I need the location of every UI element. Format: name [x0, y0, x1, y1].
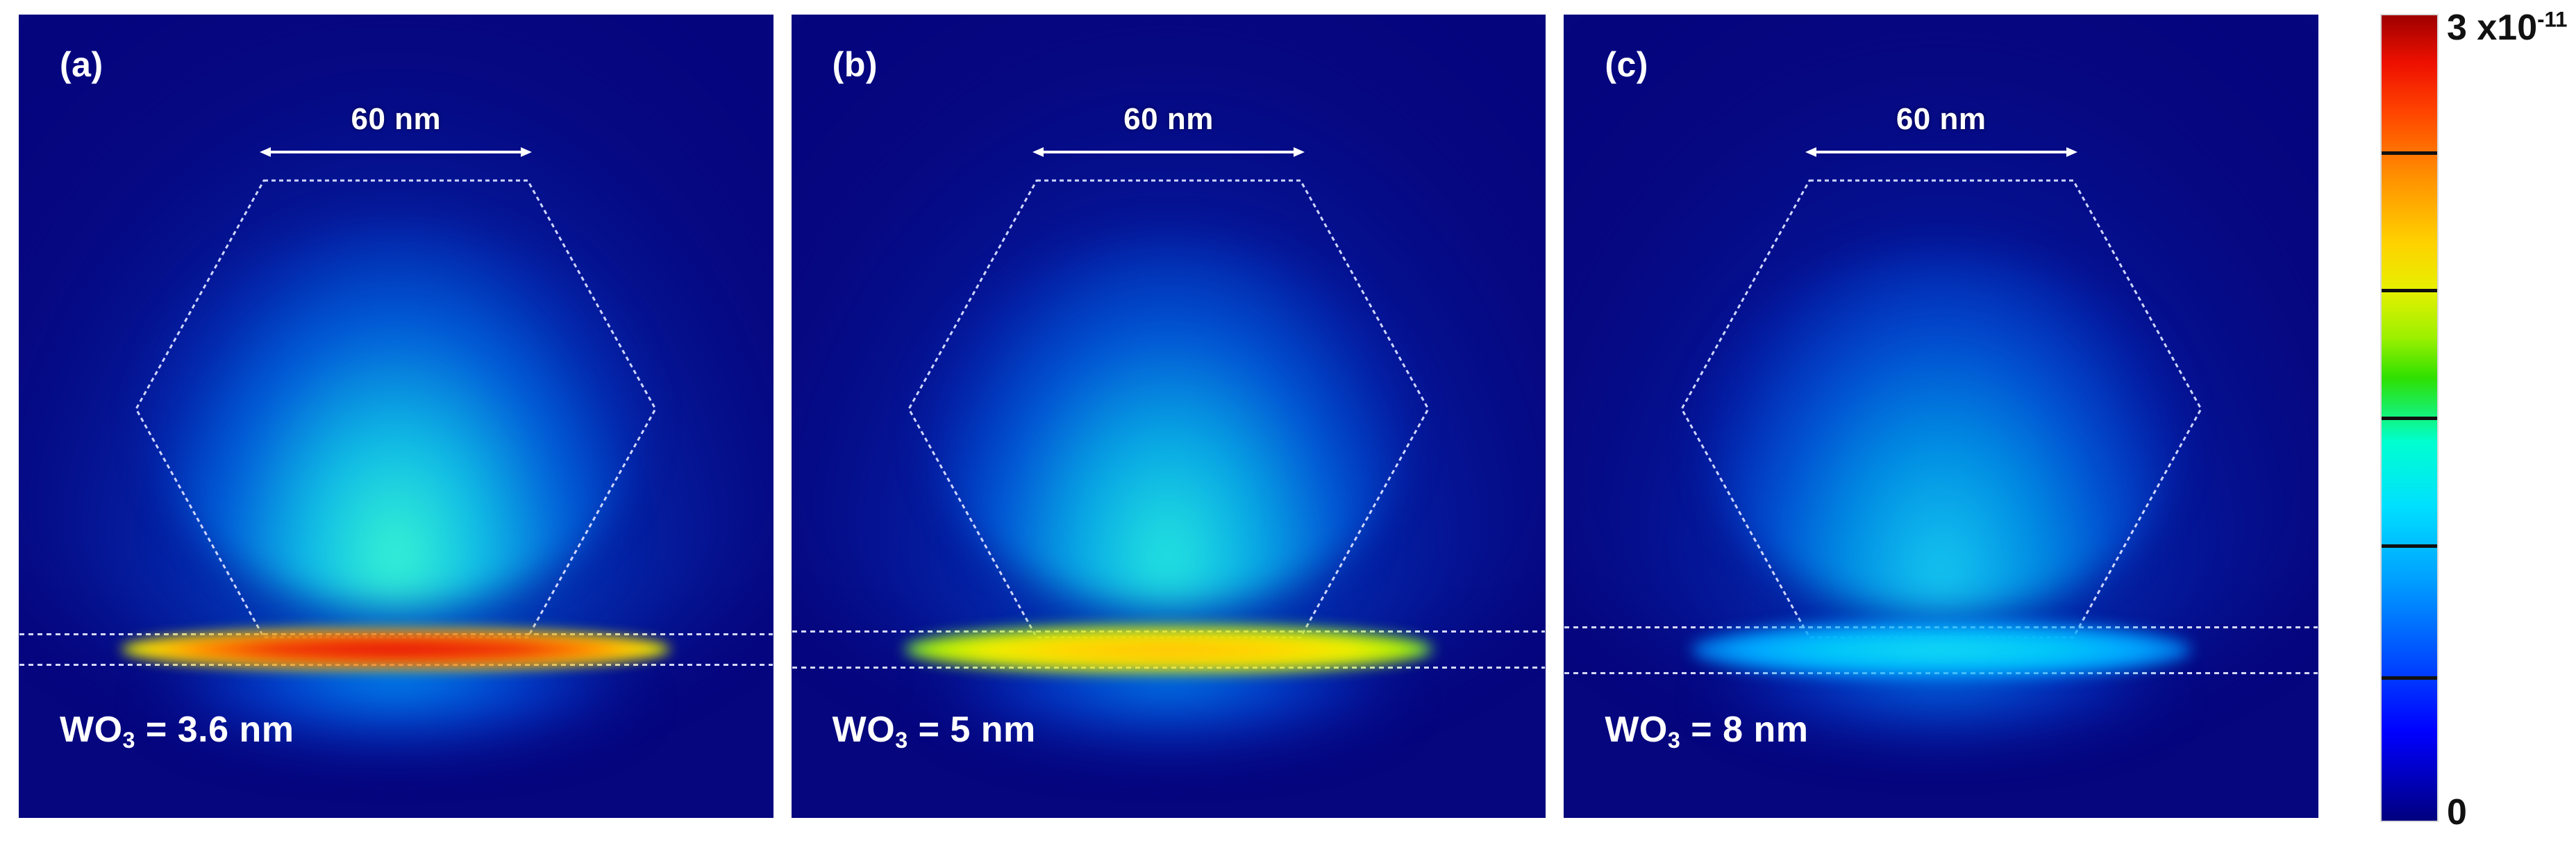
nanoparticle-hexagon-a: [132, 176, 660, 642]
colorbar-max-exponent: -11: [2537, 7, 2568, 32]
colorbar-max-mantissa: 3 x10: [2447, 8, 2538, 48]
field-hotspot-a: [122, 629, 671, 669]
wo3-bottom-boundary-b: [792, 667, 1546, 669]
caption-prefix-c: WO: [1605, 710, 1668, 750]
dimension-label-b: 60 nm: [1123, 102, 1214, 136]
panel-label-b: (b): [832, 45, 878, 84]
panel-label-c: (c): [1605, 45, 1648, 84]
colorbar-max-label: 3 x10-11: [2447, 7, 2568, 49]
caption-prefix-b: WO: [832, 710, 896, 750]
wo3-top-boundary-b: [792, 630, 1546, 633]
caption-suffix-b: = 5 nm: [908, 710, 1036, 750]
wo3-bottom-boundary-c: [1564, 672, 2318, 674]
field-hotspot-b: [905, 626, 1432, 672]
caption-subscript-a: 3: [122, 728, 135, 753]
colorbar-tick-2: [2382, 289, 2437, 292]
field-cloud-b: [926, 234, 1412, 609]
dimension-arrow-c: 60 nm: [1805, 104, 2077, 160]
field-cloud-c: [1701, 248, 2181, 616]
wo3-top-boundary-a: [19, 633, 773, 635]
wo3-top-boundary-c: [1564, 626, 2318, 628]
panel-a: 60 nm (a) WO3 = 3.6 nm: [19, 15, 773, 817]
field-halo-b: [792, 15, 1546, 692]
field-cloud-a: [146, 220, 646, 609]
panel-b: 60 nm (b) WO3 = 5 nm: [792, 15, 1546, 817]
panel-caption-c: WO3 = 8 nm: [1605, 709, 1809, 753]
caption-suffix-c: = 8 nm: [1680, 710, 1809, 750]
colorbar-tick-3: [2382, 417, 2437, 420]
field-halo-c: [1564, 15, 2318, 692]
field-hotspot-c: [1691, 622, 2191, 678]
caption-subscript-b: 3: [895, 728, 908, 753]
colorbar: [2382, 15, 2437, 821]
colorbar-min-label: 0: [2447, 792, 2467, 833]
caption-subscript-c: 3: [1667, 728, 1681, 753]
panels-row: 60 nm (a) WO3 = 3.6 nm: [19, 15, 2318, 831]
wo3-bottom-boundary-a: [19, 664, 773, 666]
caption-suffix-a: = 3.6 nm: [135, 710, 294, 750]
panel-caption-a: WO3 = 3.6 nm: [60, 709, 294, 753]
dimension-arrow-a: 60 nm: [260, 102, 533, 160]
nanoparticle-hexagon-b: [905, 176, 1432, 642]
panel-label-a: (a): [60, 45, 103, 84]
field-halo-a: [19, 15, 773, 692]
colorbar-tick-4: [2382, 544, 2437, 548]
dimension-arrow-b: 60 nm: [1032, 104, 1305, 160]
dimension-label-c: 60 nm: [1896, 102, 1987, 136]
dimension-label-a: 60 nm: [351, 102, 442, 136]
nanoparticle-hexagon-c: [1678, 176, 2205, 642]
caption-prefix-a: WO: [60, 710, 123, 750]
panel-caption-b: WO3 = 5 nm: [832, 709, 1036, 753]
colorbar-tick-1: [2382, 151, 2437, 155]
colorbar-tick-5: [2382, 676, 2437, 680]
panel-c: 60 nm (c) WO3 = 8 nm: [1564, 15, 2318, 817]
